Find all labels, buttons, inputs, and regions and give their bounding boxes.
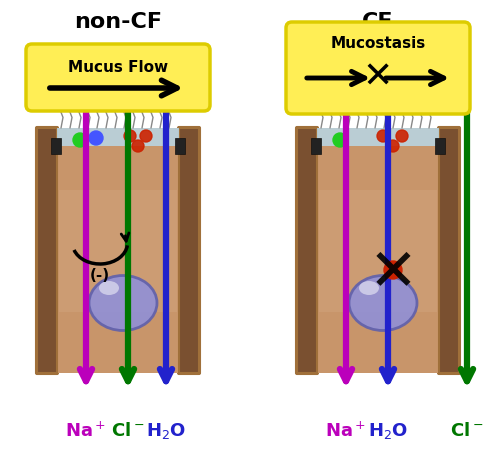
Bar xyxy=(37,128,57,373)
Text: H$_2$O: H$_2$O xyxy=(368,421,408,441)
Bar xyxy=(317,128,439,373)
Circle shape xyxy=(124,130,136,142)
Bar xyxy=(57,128,179,146)
Bar xyxy=(179,128,199,373)
Bar xyxy=(297,128,317,373)
Text: Mucus Flow: Mucus Flow xyxy=(68,60,168,75)
Bar xyxy=(435,138,445,154)
FancyBboxPatch shape xyxy=(178,127,200,374)
Circle shape xyxy=(396,130,408,142)
Bar xyxy=(175,138,185,154)
Text: Na$^+$: Na$^+$ xyxy=(326,421,366,441)
Circle shape xyxy=(377,130,389,142)
Circle shape xyxy=(89,131,103,145)
Circle shape xyxy=(333,133,347,147)
Circle shape xyxy=(73,133,87,147)
FancyBboxPatch shape xyxy=(296,127,318,374)
Ellipse shape xyxy=(359,281,379,295)
Bar xyxy=(311,138,321,154)
Text: Cl$^-$: Cl$^-$ xyxy=(112,422,144,440)
Text: ✕: ✕ xyxy=(368,245,418,301)
Bar xyxy=(439,128,459,373)
Text: Cl$^-$: Cl$^-$ xyxy=(450,422,484,440)
Text: Na$^+$: Na$^+$ xyxy=(66,421,106,441)
Ellipse shape xyxy=(89,276,157,331)
Text: Mucostasis: Mucostasis xyxy=(330,36,426,51)
Ellipse shape xyxy=(99,281,119,295)
Text: ✕: ✕ xyxy=(363,61,393,95)
FancyBboxPatch shape xyxy=(36,127,58,374)
FancyBboxPatch shape xyxy=(26,44,210,111)
Text: non-CF: non-CF xyxy=(74,12,162,32)
Text: (-): (-) xyxy=(90,267,110,282)
Circle shape xyxy=(384,261,402,279)
Bar xyxy=(317,128,439,146)
Text: H$_2$O: H$_2$O xyxy=(146,421,186,441)
FancyBboxPatch shape xyxy=(438,127,460,374)
Ellipse shape xyxy=(349,276,417,331)
Bar xyxy=(51,138,61,154)
Text: CF: CF xyxy=(362,12,394,32)
Circle shape xyxy=(387,140,399,152)
Bar xyxy=(57,128,179,373)
Bar xyxy=(59,190,177,312)
FancyBboxPatch shape xyxy=(286,22,470,114)
Bar xyxy=(319,190,437,312)
Circle shape xyxy=(140,130,152,142)
Circle shape xyxy=(132,140,144,152)
